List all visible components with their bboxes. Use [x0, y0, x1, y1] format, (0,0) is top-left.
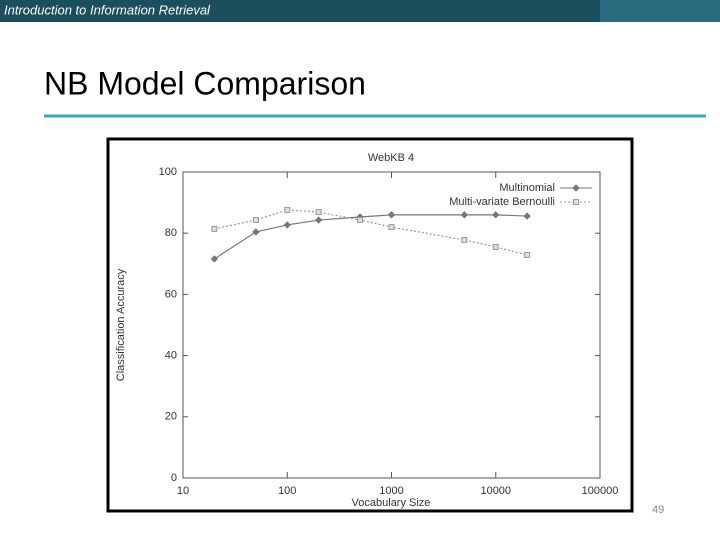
- marker: [283, 221, 291, 229]
- marker: [387, 211, 396, 219]
- marker: [461, 236, 468, 243]
- marker: [492, 211, 500, 219]
- marker: [388, 224, 395, 231]
- marker: [314, 216, 323, 224]
- y-tick-label: 60: [165, 288, 177, 300]
- marker: [523, 212, 531, 220]
- slide-title: NB Model Comparison: [44, 65, 366, 101]
- marker: [357, 217, 364, 224]
- chart-title: WebKB 4: [368, 152, 414, 164]
- x-axis-label: Vocabulary Size: [352, 497, 431, 509]
- marker: [315, 209, 322, 216]
- marker: [524, 251, 531, 258]
- x-tick-label: 100000: [582, 485, 619, 497]
- x-tick-label: 10000: [480, 485, 511, 497]
- marker: [252, 228, 260, 236]
- y-tick-label: 80: [165, 227, 177, 239]
- y-tick-label: 100: [159, 166, 177, 178]
- x-tick-label: 100: [278, 485, 296, 497]
- legend-marker: [572, 184, 580, 192]
- x-tick-label: 1000: [379, 485, 403, 497]
- x-tick-label: 10: [177, 485, 189, 497]
- legend-marker: [573, 199, 579, 205]
- marker: [210, 255, 219, 263]
- y-tick-label: 0: [171, 472, 177, 484]
- legend-label: Multinomial: [499, 182, 555, 194]
- marker: [252, 217, 259, 224]
- chart-frame: [106, 137, 634, 513]
- legend-label: Multi-variate Bernoulli: [449, 196, 555, 208]
- header-bar: [0, 0, 600, 22]
- marker: [492, 243, 499, 250]
- marker: [460, 211, 469, 219]
- marker: [211, 225, 218, 232]
- y-axis-label: Classification Accuracy: [115, 268, 127, 381]
- marker: [284, 206, 291, 213]
- y-tick-label: 40: [165, 350, 177, 362]
- y-tick-label: 20: [165, 411, 177, 423]
- header-bar-end: [600, 0, 720, 22]
- header-text: Introduction to Information Retrieval: [4, 2, 211, 17]
- page-number: 49: [652, 504, 664, 516]
